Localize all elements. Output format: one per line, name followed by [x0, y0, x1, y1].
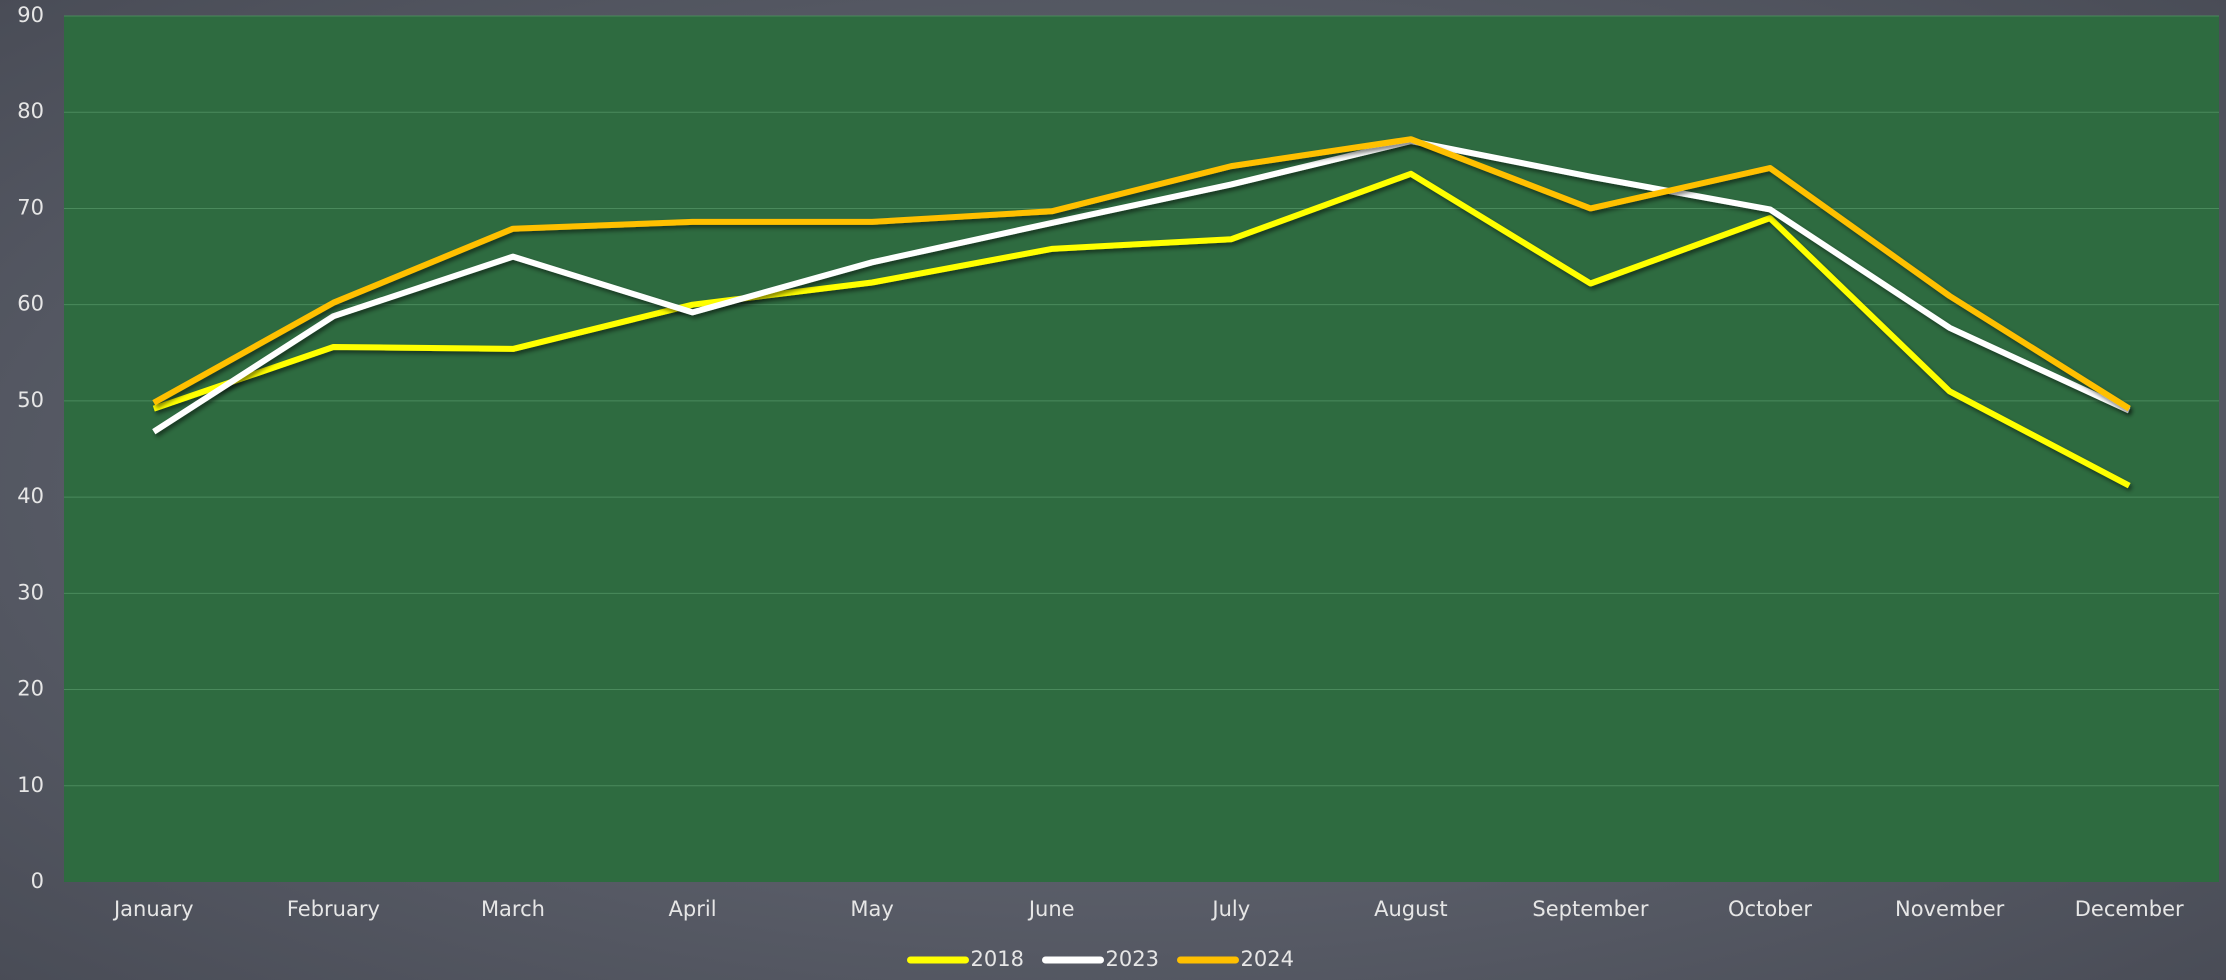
- y-tick-label: 90: [17, 3, 44, 27]
- plot-area: [64, 16, 2219, 882]
- y-tick-label: 30: [17, 580, 44, 604]
- x-tick-label: April: [669, 897, 717, 921]
- x-tick-label: December: [2075, 897, 2184, 921]
- x-tick-label: November: [1895, 897, 2005, 921]
- x-tick-label: February: [287, 897, 380, 921]
- x-tick-label: March: [481, 897, 545, 921]
- series-line: [152, 138, 2131, 435]
- series-line: [152, 136, 2131, 412]
- legend-label: 2018: [971, 947, 1024, 971]
- x-tick-label: October: [1728, 897, 1812, 921]
- x-tick-label: January: [112, 897, 194, 921]
- x-tick-label: September: [1532, 897, 1648, 921]
- legend-label: 2023: [1106, 947, 1159, 971]
- series-line: [152, 170, 2131, 489]
- y-tick-label: 50: [17, 388, 44, 412]
- y-tick-label: 70: [17, 195, 44, 219]
- y-tick-label: 80: [17, 99, 44, 123]
- y-tick-label: 60: [17, 292, 44, 316]
- x-tick-label: May: [850, 897, 893, 921]
- x-tick-label: August: [1374, 897, 1448, 921]
- y-tick-label: 0: [31, 869, 44, 893]
- y-tick-label: 10: [17, 773, 44, 797]
- y-tick-label: 40: [17, 484, 44, 508]
- legend-label: 2024: [1241, 947, 1294, 971]
- x-tick-label: June: [1027, 897, 1075, 921]
- y-tick-label: 20: [17, 677, 44, 701]
- x-tick-label: July: [1210, 897, 1250, 921]
